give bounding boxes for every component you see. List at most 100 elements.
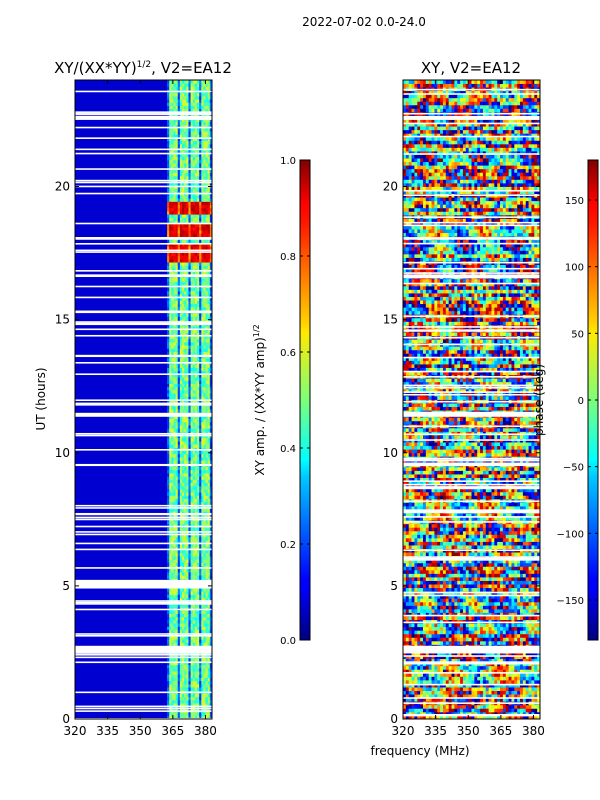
amplitude-cell <box>199 230 202 234</box>
phase-cell <box>403 694 407 699</box>
amplitude-cell <box>173 626 177 630</box>
amplitude-cell <box>209 124 212 129</box>
amplitude-cell <box>186 370 189 375</box>
amplitude-cell <box>207 613 211 618</box>
amplitude-cell <box>192 444 196 448</box>
amplitude-cell <box>186 460 189 464</box>
amplitude-cell <box>169 131 172 135</box>
amplitude-cell <box>173 386 177 391</box>
amplitude-cell <box>169 182 172 186</box>
amplitude-cell <box>209 373 212 378</box>
phase-cell <box>414 676 418 681</box>
phase-cell <box>442 679 447 684</box>
amplitude-cell <box>167 616 170 621</box>
amplitude-cell <box>171 674 174 678</box>
amplitude-cell <box>194 405 198 410</box>
amplitude-cell <box>167 281 170 285</box>
amplitude-cell <box>207 300 211 305</box>
phase-cell <box>485 683 490 688</box>
amplitude-cell <box>197 434 200 439</box>
phase-cell <box>408 694 412 699</box>
phase-cell <box>482 694 487 699</box>
amplitude-cell <box>205 364 209 368</box>
amplitude-cell <box>209 380 212 384</box>
amplitude-cell <box>173 658 177 662</box>
amplitude-cell <box>197 549 200 554</box>
amplitude-cell <box>209 262 212 266</box>
phase-cell <box>457 672 461 677</box>
amplitude-cell <box>209 150 212 154</box>
phase-cell <box>482 669 487 674</box>
phase-cell <box>485 672 490 677</box>
amplitude-cell <box>203 345 206 349</box>
amplitude-cell <box>201 105 204 110</box>
amplitude-cell <box>201 242 204 247</box>
amplitude-cell <box>192 163 196 167</box>
amplitude-cell <box>167 239 170 244</box>
amplitude-cell <box>192 351 196 356</box>
phase-cell <box>462 676 467 681</box>
amplitude-cell <box>207 418 211 423</box>
phase-cell <box>508 672 512 677</box>
amplitude-cell <box>203 306 206 311</box>
amplitude-cell <box>175 332 179 336</box>
amplitude-cell <box>179 434 183 439</box>
amplitude-cell <box>171 338 174 343</box>
phase-cell <box>468 697 472 702</box>
amplitude-cell <box>197 214 200 218</box>
amplitude-cell <box>171 533 174 538</box>
amplitude-cell <box>190 696 194 701</box>
amplitude-cell <box>201 546 204 551</box>
amplitude-cell <box>205 389 209 394</box>
amplitude-cell <box>205 434 209 439</box>
amplitude-cell <box>184 437 187 442</box>
amplitude-cell <box>175 476 179 480</box>
amplitude-cell <box>177 661 181 666</box>
amplitude-cell <box>167 127 170 132</box>
amplitude-cell <box>190 201 194 205</box>
amplitude-cell <box>171 616 174 621</box>
amplitude-cell <box>182 597 185 602</box>
amplitude-cell <box>188 201 191 205</box>
phase-cell <box>488 687 492 691</box>
amplitude-cell <box>179 140 183 145</box>
amplitude-cell <box>203 626 206 630</box>
phase-cell <box>502 697 507 702</box>
amplitude-cell <box>207 635 211 640</box>
amplitude-cell <box>175 674 179 678</box>
amplitude-cell <box>169 102 172 106</box>
amplitude-cell <box>197 210 200 215</box>
amplitude-cell <box>197 488 200 493</box>
amplitude-cell <box>184 405 187 410</box>
amplitude-cell <box>177 418 181 423</box>
amplitude-cell <box>182 514 185 519</box>
amplitude-cell <box>186 262 189 266</box>
amplitude-cell <box>173 383 177 388</box>
amplitude-cell <box>177 572 181 576</box>
amplitude-cell <box>197 616 200 621</box>
amplitude-cell <box>171 687 174 691</box>
amplitude-cell <box>190 619 194 624</box>
amplitude-cell <box>171 230 174 234</box>
amplitude-cell <box>167 118 170 122</box>
amplitude-cell <box>186 712 189 717</box>
amplitude-cell <box>192 658 196 662</box>
amplitude-cell <box>179 370 183 375</box>
amplitude-cell <box>207 131 211 135</box>
amplitude-cell <box>201 258 204 263</box>
amplitude-cell <box>197 674 200 678</box>
amplitude-cell <box>201 364 204 368</box>
amplitude-cell <box>175 255 179 260</box>
amplitude-cell <box>177 575 181 579</box>
amplitude-cell <box>203 671 206 675</box>
amplitude-cell <box>192 683 196 688</box>
amplitude-cell <box>190 220 194 225</box>
amplitude-cell <box>205 313 209 317</box>
phase-cell <box>500 704 504 709</box>
amplitude-cell <box>194 329 198 333</box>
phase-cell <box>462 690 467 695</box>
amplitude-cell <box>167 639 170 643</box>
phase-cell <box>431 672 435 677</box>
amplitude-cell <box>194 226 198 231</box>
amplitude-cell <box>194 348 198 352</box>
